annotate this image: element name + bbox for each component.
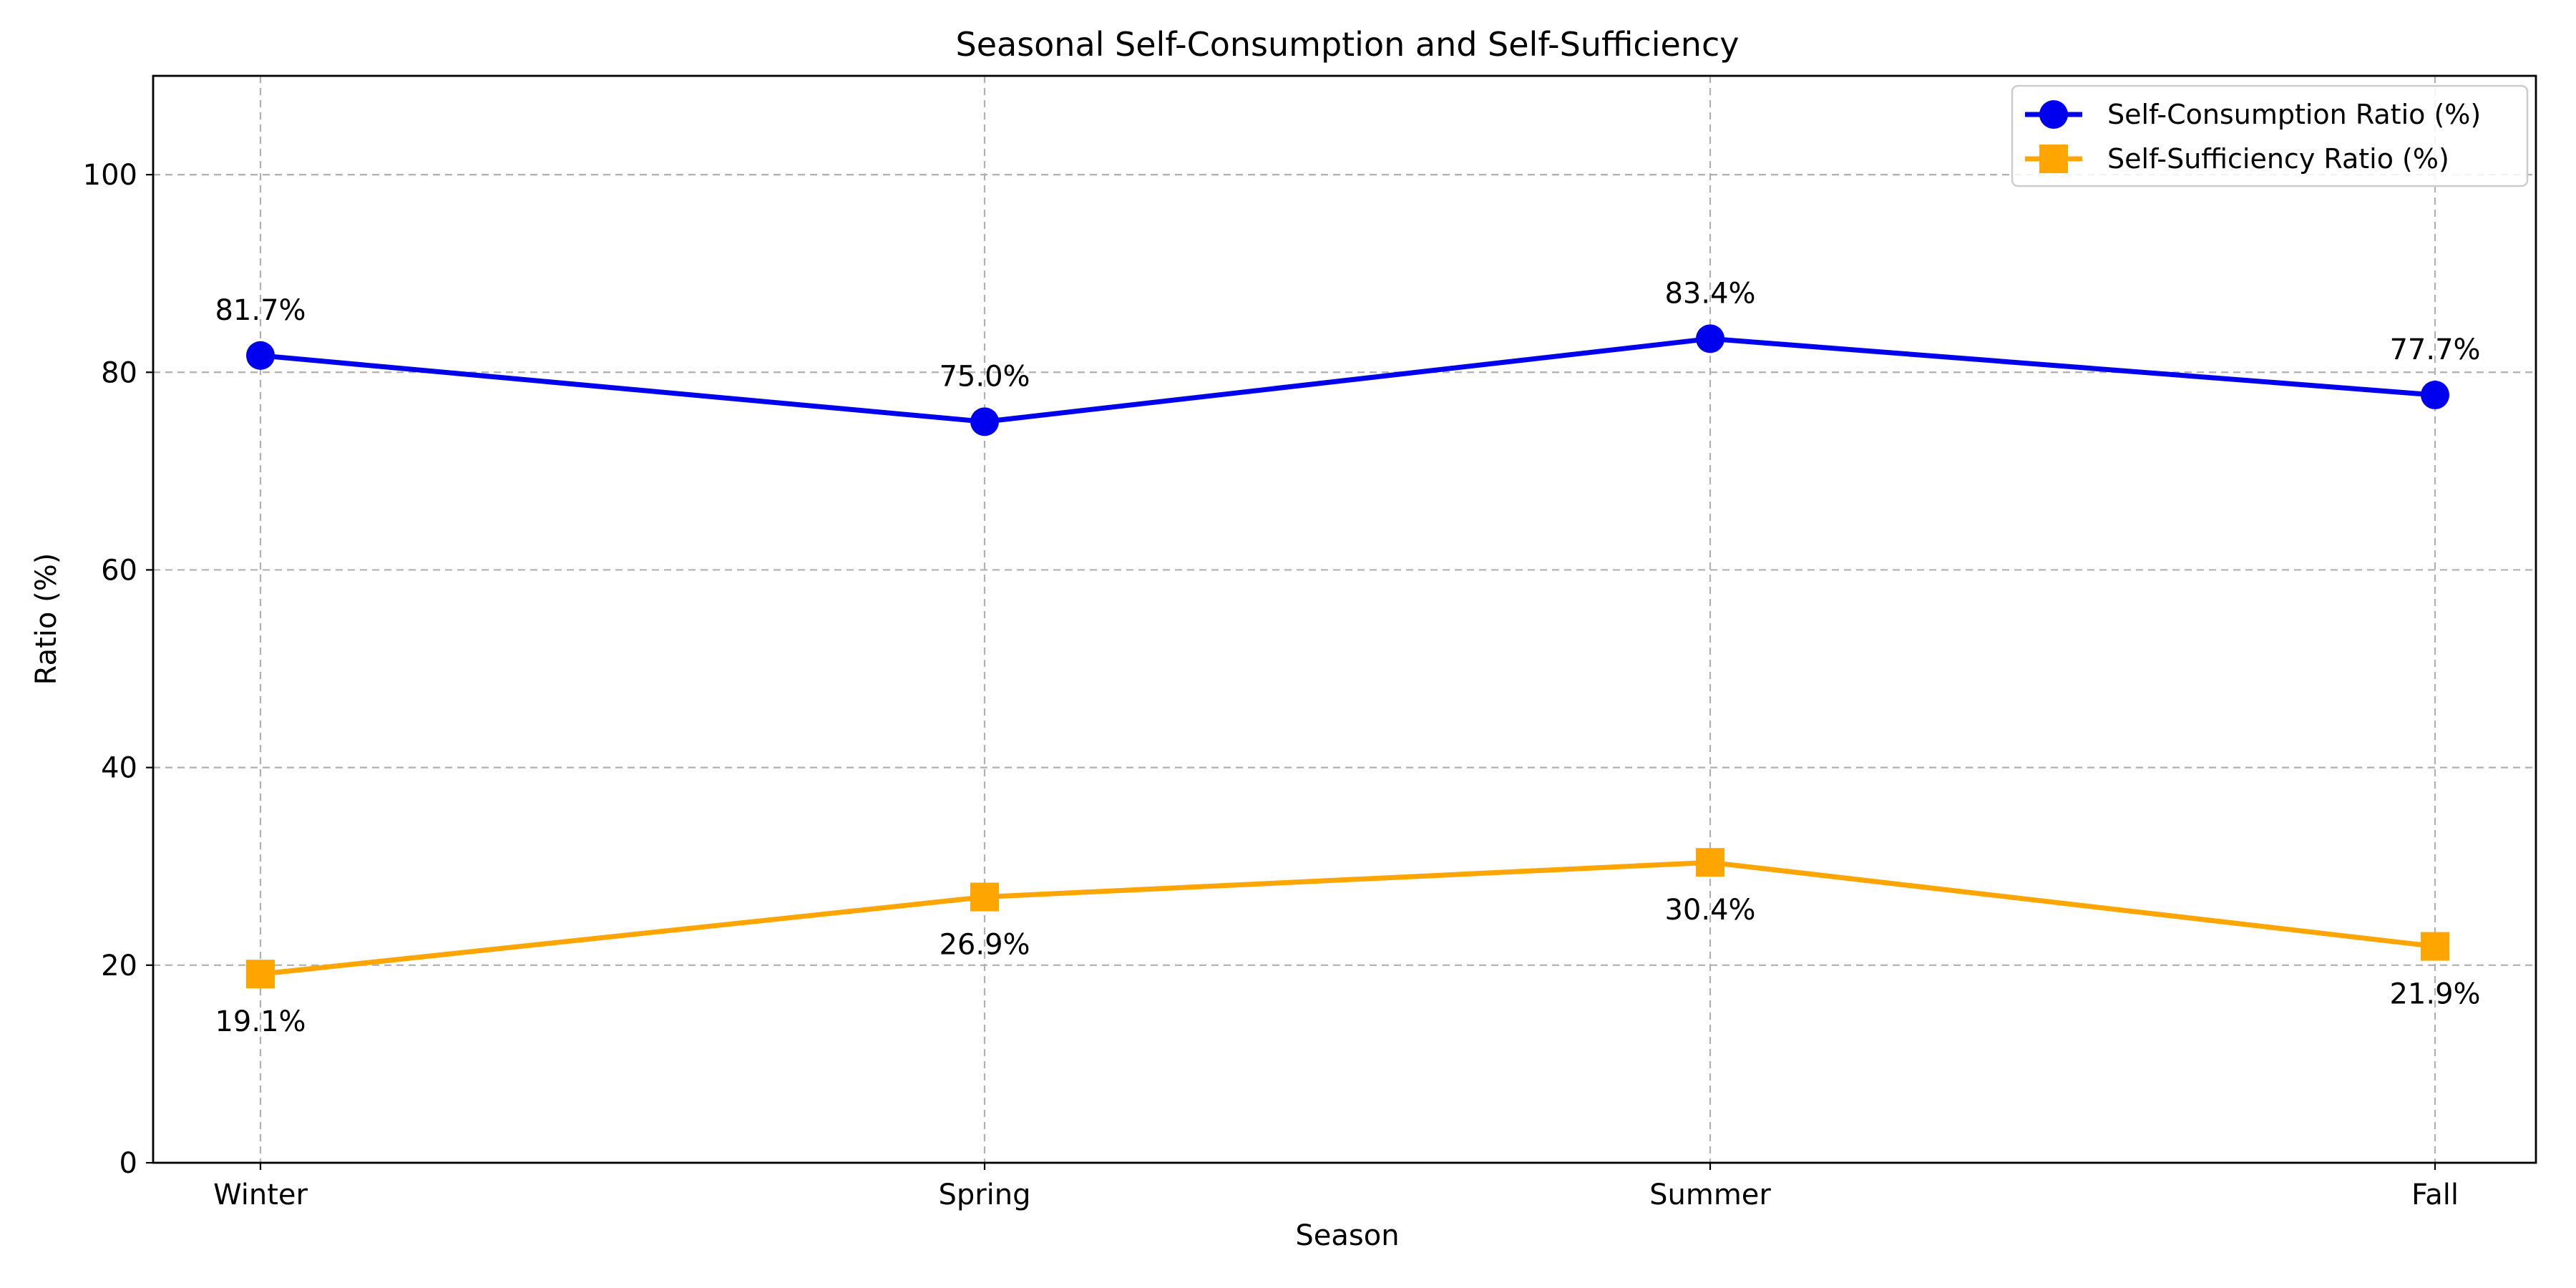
- data-point: [1696, 324, 1724, 353]
- y-tick-label: 0: [119, 1147, 137, 1180]
- data-label: 75.0%: [939, 360, 1030, 393]
- data-label: 21.9%: [2389, 978, 2480, 1011]
- x-tick-label: Fall: [2411, 1179, 2459, 1211]
- axis-ticks: 0 20 40 60 80 100 Winter Spring Summer Fall: [83, 159, 2459, 1211]
- x-tick-label: Winter: [213, 1179, 308, 1211]
- x-tick-label: Spring: [938, 1179, 1030, 1211]
- legend-marker: [2039, 145, 2068, 173]
- legend: Self-Consumption Ratio (%) Self-Sufficien…: [2011, 84, 2529, 187]
- data-point: [2421, 932, 2449, 961]
- series-1: 81.7% 75.0% 83.4% 77.7%: [215, 277, 2481, 436]
- series-2: 19.1% 26.9% 30.4% 21.9%: [215, 848, 2481, 1038]
- legend-label: Self-Consumption Ratio (%): [2107, 99, 2481, 130]
- series-layer: 81.7% 75.0% 83.4% 77.7% 19.1% 26.9% 30.4% 21.9%: [215, 277, 2480, 1038]
- y-tick-label: 80: [101, 356, 137, 389]
- y-axis-label: Ratio (%): [30, 553, 63, 686]
- plot-frame: [152, 74, 2537, 1164]
- x-axis-label: Season: [1295, 1219, 1399, 1252]
- legend-entry: Self-Sufficiency Ratio (%): [2025, 143, 2449, 175]
- data-point: [970, 407, 999, 436]
- data-label: 81.7%: [215, 294, 306, 327]
- y-tick-label: 40: [101, 752, 137, 785]
- legend-entry: Self-Consumption Ratio (%): [2025, 99, 2481, 130]
- series-line: [260, 859, 2436, 977]
- data-label: 77.7%: [2389, 333, 2480, 366]
- data-point: [246, 341, 275, 370]
- data-label: 30.4%: [1664, 894, 1755, 927]
- x-tick-label: Summer: [1649, 1179, 1771, 1211]
- data-point: [246, 960, 275, 989]
- data-label: 83.4%: [1664, 277, 1755, 310]
- chart-title: Seasonal Self-Consumption and Self-Suffi…: [956, 25, 1740, 64]
- data-point: [1696, 848, 1724, 877]
- legend-label: Self-Sufficiency Ratio (%): [2107, 143, 2449, 175]
- series-line: [260, 336, 2436, 424]
- y-tick-label: 60: [101, 554, 137, 587]
- legend-box: [2011, 84, 2529, 187]
- data-label: 19.1%: [215, 1005, 306, 1038]
- y-tick-label: 20: [101, 950, 137, 982]
- data-point: [970, 882, 999, 912]
- legend-marker: [2039, 100, 2068, 129]
- data-point: [2421, 381, 2449, 410]
- data-label: 26.9%: [939, 929, 1030, 962]
- y-tick-label: 100: [83, 159, 137, 192]
